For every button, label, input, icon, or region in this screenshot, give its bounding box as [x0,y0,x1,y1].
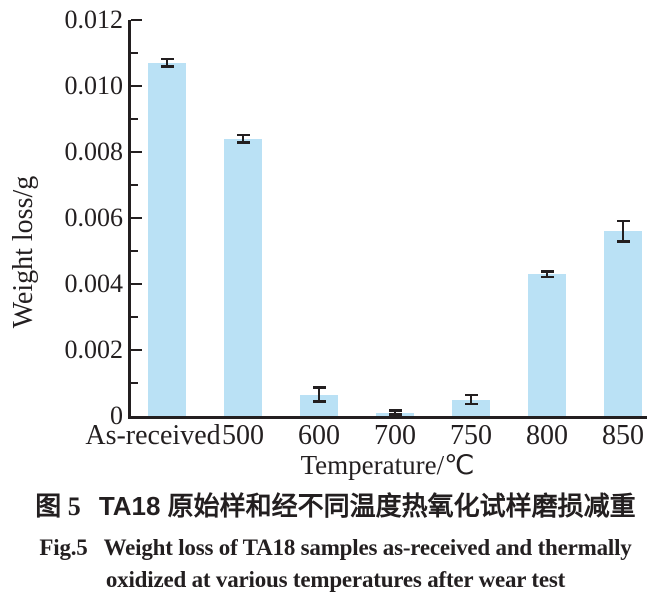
error-bar-850 [616,219,630,243]
x-tick-label-As-received: As-received [85,420,221,451]
y-major-tick [131,348,142,352]
bar-As-received [148,62,186,416]
bar-800 [528,274,566,416]
x-tick-label-850: 850 [602,420,644,451]
y-major-tick [131,216,142,220]
y-tick-label-0.008: 0.008 [64,137,124,166]
x-axis-labels: As-received 500 600 700 750 800 850 [85,420,647,451]
y-tick-label-0.006: 0.006 [64,203,124,232]
y-major-tick [131,150,142,154]
y-tick-label-0.012: 0.012 [64,5,124,34]
caption-text-en-line1: Weight loss of TA18 samples as-received … [103,535,632,560]
y-minor-tick [131,381,138,385]
caption-english-line1: Fig.5 Weight loss of TA18 samples as-rece… [0,535,671,561]
y-major-tick [131,84,142,88]
y-minor-tick [131,249,138,253]
y-tick-label-0.010: 0.010 [64,71,124,100]
y-minor-tick [131,183,138,187]
bar-500 [224,138,262,416]
bar-750 [452,399,490,416]
error-bar-600 [312,386,326,403]
y-tick-label-0.004: 0.004 [64,269,124,298]
error-bar-700 [388,409,402,416]
error-bar-800 [540,270,554,279]
caption-text-cn: TA18 原始样和经不同温度热氧化试样磨损减重 [98,491,636,521]
x-axis-title: Temperature/℃ [300,450,475,480]
error-bar-As-received [160,57,174,68]
x-tick-label-600: 600 [298,420,340,451]
bar-600 [300,394,338,416]
x-tick-label-750: 750 [450,420,492,451]
y-major-tick [131,18,142,22]
y-tick-label-0: 0 [110,401,123,430]
y-minor-tick [131,51,138,55]
y-tick-label-0.002: 0.002 [64,335,124,364]
figure-number-cn: 图 5 [35,492,81,521]
caption-chinese: 图 5 TA18 原始样和经不同温度热氧化试样磨损减重 [0,486,671,523]
error-bar-500 [236,133,250,144]
caption-english-line2: oxidized at various temperatures after w… [105,567,566,592]
y-minor-tick [131,117,138,121]
error-bar-750 [464,393,478,406]
x-tick-label-500: 500 [222,420,264,451]
x-tick-label-700: 700 [374,420,416,451]
plot-area: 0 0.002 0.004 0.006 0.008 0.010 0.012 [65,6,647,430]
x-tick-label-800: 800 [526,420,568,451]
y-minor-tick [131,315,138,319]
figure-number-en: Fig.5 [39,535,88,560]
y-axis-title: Weight loss/g [8,175,39,329]
y-major-tick [131,282,142,286]
bar-850 [604,231,642,416]
